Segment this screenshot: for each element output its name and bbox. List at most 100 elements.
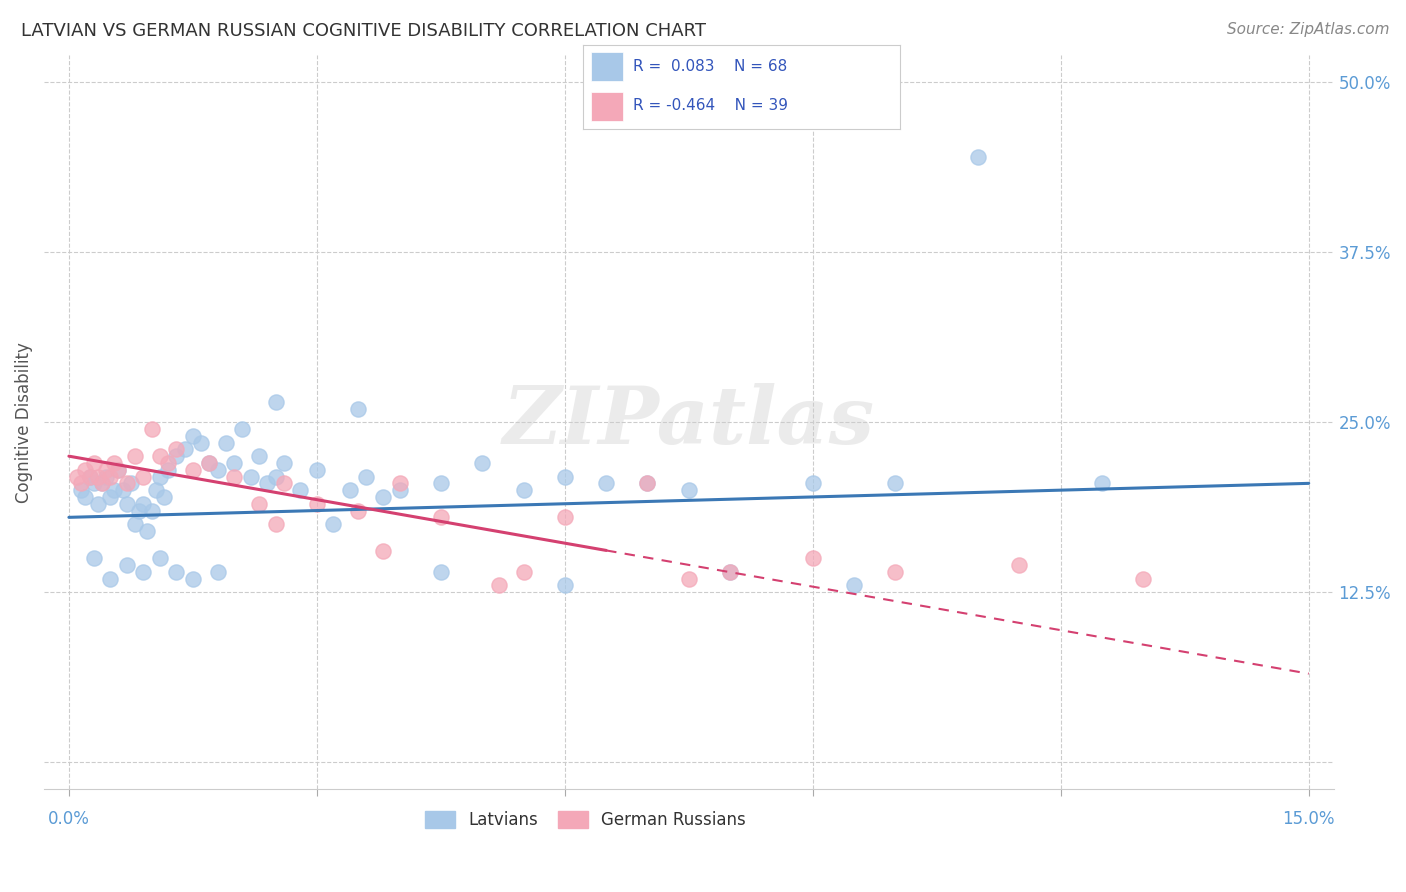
Point bbox=[83, 551, 105, 566]
Point bbox=[224, 469, 246, 483]
Point bbox=[94, 469, 117, 483]
Point bbox=[884, 565, 907, 579]
Point bbox=[149, 469, 172, 483]
Point bbox=[141, 503, 163, 517]
Point bbox=[471, 456, 494, 470]
Point bbox=[239, 469, 262, 483]
Point bbox=[87, 497, 110, 511]
Point bbox=[1008, 558, 1031, 572]
Point bbox=[967, 150, 990, 164]
Point bbox=[430, 510, 453, 524]
Point bbox=[165, 442, 187, 457]
Point bbox=[128, 503, 150, 517]
Point bbox=[132, 497, 155, 511]
Point bbox=[430, 565, 453, 579]
Point bbox=[322, 517, 344, 532]
Point bbox=[488, 578, 510, 592]
Point bbox=[554, 578, 576, 592]
Point bbox=[256, 476, 278, 491]
Point bbox=[165, 449, 187, 463]
Point bbox=[842, 578, 865, 592]
Point bbox=[231, 422, 253, 436]
Point bbox=[718, 565, 741, 579]
Point bbox=[371, 490, 394, 504]
Y-axis label: Cognitive Disability: Cognitive Disability bbox=[15, 342, 32, 502]
Point bbox=[247, 497, 270, 511]
Point bbox=[132, 565, 155, 579]
Point bbox=[678, 483, 700, 497]
Point bbox=[554, 510, 576, 524]
Legend: Latvians, German Russians: Latvians, German Russians bbox=[419, 805, 752, 836]
Text: 15.0%: 15.0% bbox=[1282, 810, 1334, 828]
Point bbox=[181, 572, 204, 586]
Point bbox=[347, 503, 370, 517]
Point bbox=[103, 456, 125, 470]
Point bbox=[1132, 572, 1154, 586]
Point bbox=[149, 449, 172, 463]
Point bbox=[115, 476, 138, 491]
Point bbox=[718, 565, 741, 579]
Point bbox=[124, 517, 146, 532]
Point bbox=[247, 449, 270, 463]
Point bbox=[165, 565, 187, 579]
FancyBboxPatch shape bbox=[592, 53, 623, 81]
Point bbox=[75, 463, 97, 477]
Point bbox=[801, 476, 824, 491]
Text: ZIPatlas: ZIPatlas bbox=[503, 384, 875, 461]
Point bbox=[264, 469, 287, 483]
Point bbox=[103, 483, 125, 497]
Point bbox=[157, 463, 180, 477]
Point bbox=[430, 476, 453, 491]
Point bbox=[290, 483, 312, 497]
Point bbox=[884, 476, 907, 491]
Point bbox=[70, 476, 93, 491]
Point bbox=[83, 476, 105, 491]
Point bbox=[87, 469, 110, 483]
Point bbox=[83, 456, 105, 470]
Text: LATVIAN VS GERMAN RUSSIAN COGNITIVE DISABILITY CORRELATION CHART: LATVIAN VS GERMAN RUSSIAN COGNITIVE DISA… bbox=[21, 22, 706, 40]
Point bbox=[98, 490, 121, 504]
Point bbox=[637, 476, 659, 491]
Point bbox=[273, 456, 295, 470]
Point bbox=[124, 449, 146, 463]
Point bbox=[157, 456, 180, 470]
Point bbox=[153, 490, 176, 504]
Point bbox=[678, 572, 700, 586]
Text: R =  0.083    N = 68: R = 0.083 N = 68 bbox=[633, 59, 787, 74]
Point bbox=[149, 551, 172, 566]
Point bbox=[347, 401, 370, 416]
Text: 0.0%: 0.0% bbox=[48, 810, 90, 828]
Point bbox=[136, 524, 159, 538]
Point bbox=[141, 422, 163, 436]
Point bbox=[207, 463, 229, 477]
Point bbox=[356, 469, 378, 483]
Text: Source: ZipAtlas.com: Source: ZipAtlas.com bbox=[1226, 22, 1389, 37]
Point bbox=[79, 469, 101, 483]
Point bbox=[98, 572, 121, 586]
Point bbox=[120, 476, 142, 491]
Point bbox=[91, 476, 114, 491]
Point bbox=[264, 517, 287, 532]
Point bbox=[273, 476, 295, 491]
Text: R = -0.464    N = 39: R = -0.464 N = 39 bbox=[633, 98, 787, 112]
Point bbox=[145, 483, 167, 497]
Point bbox=[98, 469, 121, 483]
Point bbox=[79, 469, 101, 483]
Point bbox=[91, 476, 114, 491]
Point bbox=[371, 544, 394, 558]
Point bbox=[198, 456, 221, 470]
Point bbox=[388, 483, 411, 497]
Point bbox=[181, 463, 204, 477]
Point bbox=[512, 565, 534, 579]
Point bbox=[132, 469, 155, 483]
Point bbox=[115, 497, 138, 511]
Point bbox=[181, 429, 204, 443]
FancyBboxPatch shape bbox=[592, 92, 623, 120]
Point bbox=[190, 435, 212, 450]
Point bbox=[637, 476, 659, 491]
Point bbox=[264, 394, 287, 409]
Point bbox=[94, 463, 117, 477]
Point bbox=[215, 435, 238, 450]
Point bbox=[595, 476, 617, 491]
Point bbox=[198, 456, 221, 470]
